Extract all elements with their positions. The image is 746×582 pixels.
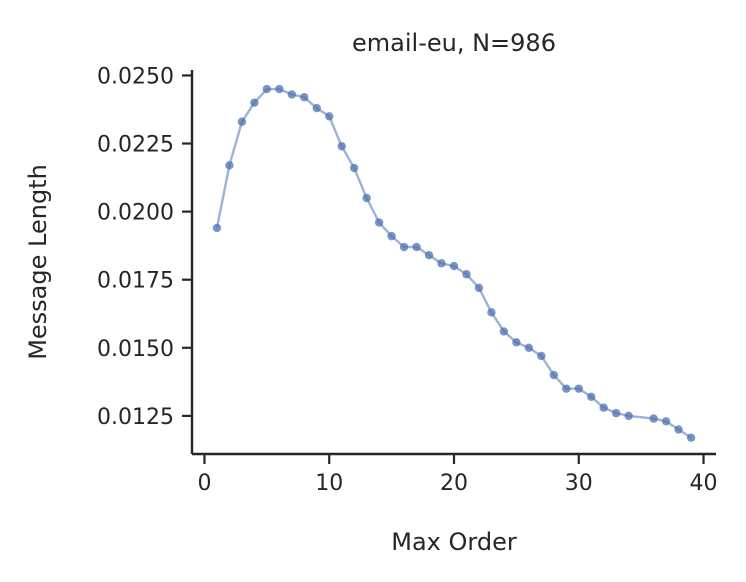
data-point [262, 84, 272, 94]
y-tick-label: 0.0150 [97, 337, 174, 362]
y-tick-label: 0.0175 [97, 269, 174, 294]
data-point [524, 343, 534, 352]
data-point [661, 417, 671, 426]
data-point [312, 103, 321, 113]
data-point [362, 193, 371, 203]
y-axis-label: Message Length [24, 164, 52, 360]
x-tick-label: 40 [690, 471, 718, 496]
data-point [449, 261, 459, 271]
data-point [287, 90, 297, 99]
x-axis-label: Max Order [391, 528, 517, 556]
data-point [487, 308, 496, 317]
data-point [649, 414, 658, 423]
data-point [562, 384, 571, 393]
y-tick-label: 0.0250 [97, 64, 174, 89]
y-tick-label: 0.0125 [97, 405, 174, 430]
data-point [611, 408, 621, 418]
data-point [424, 250, 434, 260]
data-point [300, 93, 309, 102]
data-point [374, 218, 384, 227]
x-ticks: 0 10 20 30 40 [197, 454, 718, 496]
data-point [387, 231, 396, 241]
data-point [412, 242, 421, 252]
data-point [225, 161, 234, 170]
chart-title: email-eu, N=986 [352, 29, 556, 57]
x-tick-label: 10 [315, 471, 343, 496]
data-point [212, 223, 222, 233]
data-point [686, 433, 696, 442]
data-point [537, 351, 546, 361]
data-point [587, 392, 596, 402]
data-point [512, 338, 521, 347]
data-point [499, 327, 509, 336]
data-point [399, 242, 409, 252]
plot-area [212, 84, 696, 442]
data-point [624, 411, 633, 421]
data-point [250, 98, 259, 107]
data-point [574, 384, 583, 393]
y-tick-label: 0.0200 [97, 201, 174, 226]
data-point [549, 370, 559, 380]
data-point [437, 259, 446, 268]
x-tick-label: 20 [440, 471, 468, 496]
y-tick-label: 0.0225 [97, 133, 174, 158]
data-point [462, 270, 471, 279]
y-ticks: 0.0125 0.0150 0.0175 0.0200 0.0225 0.0250 [97, 64, 192, 430]
data-point [599, 403, 608, 412]
data-point [349, 163, 359, 173]
data-point [474, 283, 484, 293]
data-point [337, 142, 346, 151]
data-point [674, 425, 683, 434]
data-point [325, 112, 334, 121]
x-tick-label: 30 [565, 471, 593, 496]
data-point [275, 84, 284, 94]
x-tick-label: 0 [197, 471, 211, 496]
data-point [237, 117, 247, 126]
